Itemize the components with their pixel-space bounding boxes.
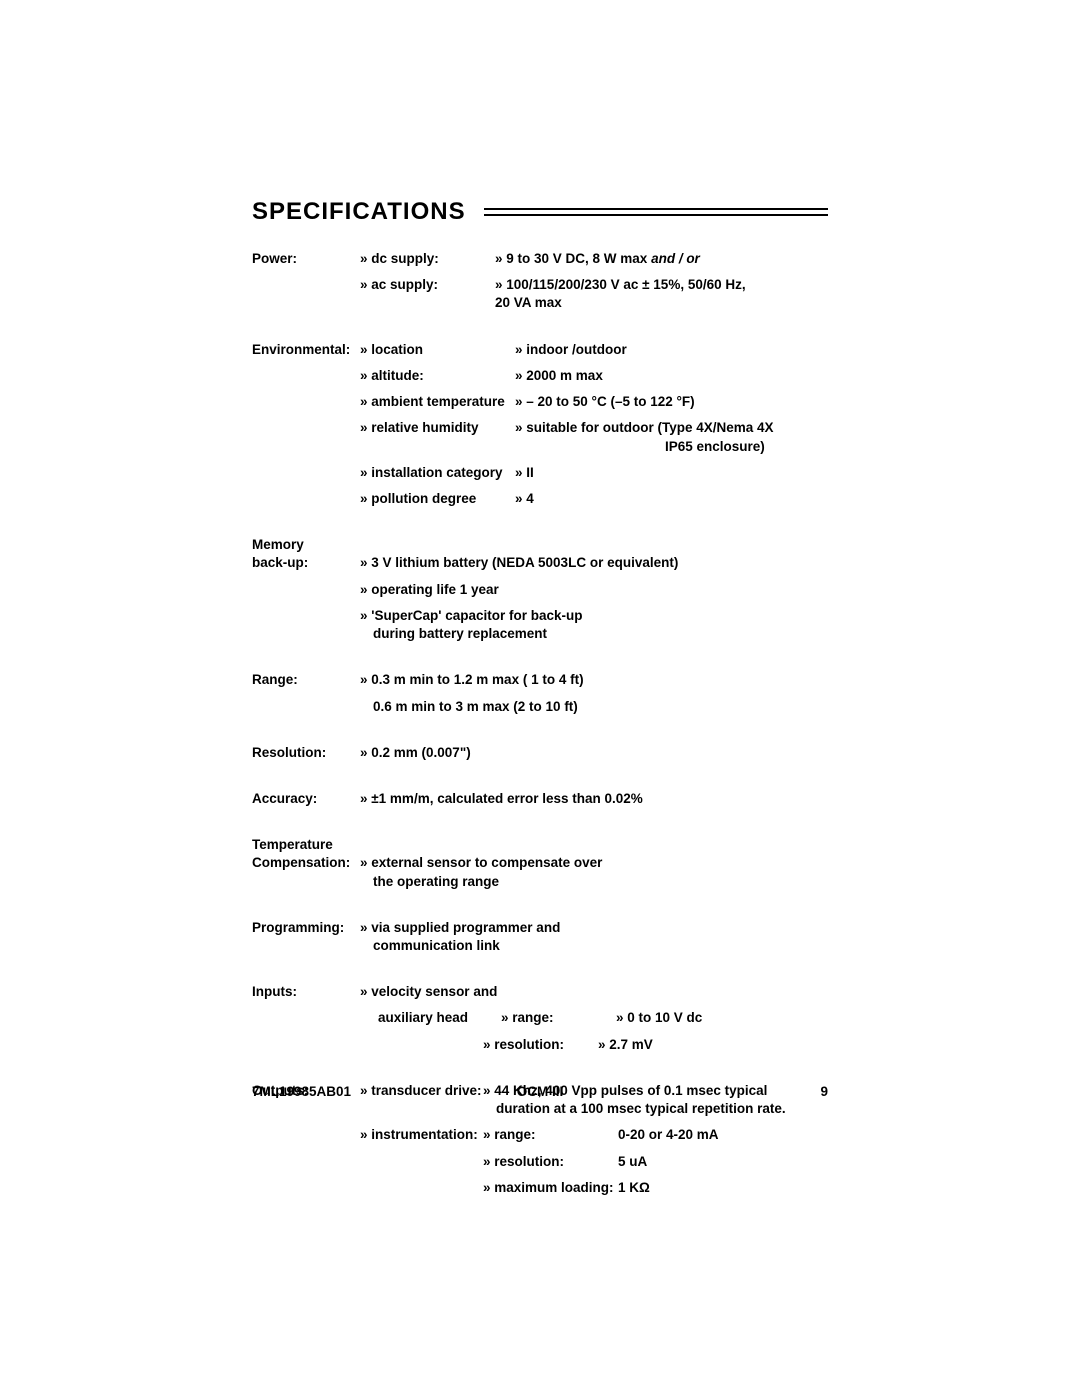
- outputs-td-row-2: duration at a 100 msec typical repetitio…: [252, 1100, 828, 1118]
- power-ac-label: ac supply:: [360, 276, 495, 294]
- power-ac-value-2: 20 VA max: [495, 294, 828, 312]
- memory-row-2: 'SuperCap' capacitor for back-up: [252, 607, 828, 625]
- outputs-ins-k-0: range:: [483, 1126, 618, 1144]
- programming-line-1: via supplied programmer and: [360, 919, 828, 937]
- env-row-1: altitude: 2000 m max: [252, 367, 828, 385]
- env-label: Environmental:: [252, 341, 360, 359]
- memory-label-2: back-up:: [252, 554, 360, 572]
- accuracy-label: Accuracy:: [252, 790, 360, 808]
- tempcomp-row-2: the operating range: [252, 873, 828, 891]
- inputs-v-1: 2.7 mV: [598, 1036, 828, 1054]
- range-line-2: 0.6 m min to 3 m max (2 to 10 ft): [360, 698, 828, 716]
- power-dc-value: 9 to 30 V DC, 8 W max and / or: [495, 250, 828, 268]
- resolution-row: Resolution: 0.2 mm (0.007"): [252, 744, 828, 762]
- env-v-4: IP65 enclosure): [515, 438, 828, 456]
- accuracy-value: ±1 mm/m, calculated error less than 0.02…: [360, 790, 828, 808]
- programming-row-2: communication link: [252, 937, 828, 955]
- env-v-5: II: [515, 464, 828, 482]
- env-v-3: suitable for outdoor (Type 4X/Nema 4X: [515, 419, 828, 437]
- accuracy-row: Accuracy: ±1 mm/m, calculated error less…: [252, 790, 828, 808]
- env-row-5: installation category II: [252, 464, 828, 482]
- footer-left: 7ML19985AB01: [252, 1084, 444, 1099]
- programming-label: Programming:: [252, 919, 360, 937]
- inputs-v-0: 0 to 10 V dc: [616, 1009, 828, 1027]
- footer: 7ML19985AB01 OCM III 9: [252, 1084, 828, 1099]
- memory-line-0: 3 V lithium battery (NEDA 5003LC or equi…: [360, 554, 828, 572]
- env-row-3: relative humidity suitable for outdoor (…: [252, 419, 828, 437]
- env-v-0: indoor /outdoor: [515, 341, 828, 359]
- tempcomp-label-2: Compensation:: [252, 854, 360, 872]
- env-k-3: relative humidity: [360, 419, 515, 437]
- env-row-6: pollution degree 4: [252, 490, 828, 508]
- env-row-4: IP65 enclosure): [252, 438, 828, 456]
- outputs-ins-row-2: maximum loading: 1 KΩ: [252, 1179, 828, 1197]
- inputs-aux-row-1: resolution: 2.7 mV: [252, 1036, 828, 1054]
- inputs-k-0: range:: [501, 1009, 616, 1027]
- env-k-5: installation category: [360, 464, 515, 482]
- env-k-6: pollution degree: [360, 490, 515, 508]
- memory-row-3: during battery replacement: [252, 625, 828, 643]
- range-row-1: Range: 0.3 m min to 1.2 m max ( 1 to 4 f…: [252, 671, 828, 689]
- page-title: SPECIFICATIONS: [252, 198, 466, 226]
- inputs-aux-label: auxiliary head: [360, 1009, 501, 1027]
- range-line-1: 0.3 m min to 1.2 m max ( 1 to 4 ft): [360, 671, 828, 689]
- env-row-2: ambient temperature – 20 to 50 °C (–5 to…: [252, 393, 828, 411]
- power-ac-row: ac supply: 100/115/200/230 V ac ± 15%, 5…: [252, 276, 828, 294]
- env-k-2: ambient temperature: [360, 393, 515, 411]
- outputs-ins-row-0: instrumentation: range: 0-20 or 4-20 mA: [252, 1126, 828, 1144]
- outputs-td-val-2: duration at a 100 msec typical repetitio…: [483, 1100, 828, 1118]
- outputs-ins-k-1: resolution:: [483, 1153, 618, 1171]
- page: SPECIFICATIONS Power: dc supply: 9 to 30…: [0, 0, 1080, 1397]
- title-rule: [484, 208, 828, 216]
- footer-center: OCM III: [444, 1084, 636, 1099]
- memory-line-1: operating life 1 year: [360, 581, 828, 599]
- tempcomp-label-1: Temperature: [252, 836, 360, 854]
- power-ac-row-2: 20 VA max: [252, 294, 828, 312]
- range-label: Range:: [252, 671, 360, 689]
- tempcomp-line-1: external sensor to compensate over: [360, 854, 828, 872]
- memory-label-1: Memory: [252, 536, 360, 554]
- env-row-0: Environmental: location indoor /outdoor: [252, 341, 828, 359]
- footer-right: 9: [636, 1084, 828, 1099]
- spec-content: Power: dc supply: 9 to 30 V DC, 8 W max …: [252, 250, 828, 1197]
- programming-line-2: communication link: [360, 937, 828, 955]
- resolution-label: Resolution:: [252, 744, 360, 762]
- env-v-1: 2000 m max: [515, 367, 828, 385]
- memory-label-row: Memory: [252, 536, 828, 554]
- power-dc-label: dc supply:: [360, 250, 495, 268]
- outputs-ins-k-2: maximum loading:: [483, 1179, 618, 1197]
- programming-row-1: Programming: via supplied programmer and: [252, 919, 828, 937]
- memory-row-1: operating life 1 year: [252, 581, 828, 599]
- outputs-ins-v-0: 0-20 or 4-20 mA: [618, 1126, 828, 1144]
- power-ac-value-1: 100/115/200/230 V ac ± 15%, 50/60 Hz,: [495, 276, 828, 294]
- tempcomp-row-1: Compensation: external sensor to compens…: [252, 854, 828, 872]
- inputs-aux-row-0: auxiliary head range: 0 to 10 V dc: [252, 1009, 828, 1027]
- tempcomp-line-2: the operating range: [360, 873, 828, 891]
- env-v-2: – 20 to 50 °C (–5 to 122 °F): [515, 393, 828, 411]
- env-v-6: 4: [515, 490, 828, 508]
- power-dc-row: Power: dc supply: 9 to 30 V DC, 8 W max …: [252, 250, 828, 268]
- outputs-ins-v-2: 1 KΩ: [618, 1179, 828, 1197]
- inputs-head-row: Inputs: velocity sensor and: [252, 983, 828, 1001]
- outputs-ins-label: instrumentation:: [360, 1126, 483, 1144]
- outputs-ins-v-1: 5 uA: [618, 1153, 828, 1171]
- env-k-1: altitude:: [360, 367, 515, 385]
- memory-row-0: back-up: 3 V lithium battery (NEDA 5003L…: [252, 554, 828, 572]
- power-label: Power:: [252, 250, 360, 268]
- inputs-head: velocity sensor and: [360, 983, 828, 1001]
- memory-line-3: during battery replacement: [360, 625, 828, 643]
- tempcomp-label-row: Temperature: [252, 836, 828, 854]
- resolution-value: 0.2 mm (0.007"): [360, 744, 828, 762]
- env-k-0: location: [360, 341, 515, 359]
- memory-line-2: 'SuperCap' capacitor for back-up: [360, 607, 828, 625]
- inputs-label: Inputs:: [252, 983, 360, 1001]
- title-row: SPECIFICATIONS: [252, 198, 828, 226]
- range-row-2: 0.6 m min to 3 m max (2 to 10 ft): [252, 698, 828, 716]
- inputs-k-1: resolution:: [483, 1036, 598, 1054]
- outputs-ins-row-1: resolution: 5 uA: [252, 1153, 828, 1171]
